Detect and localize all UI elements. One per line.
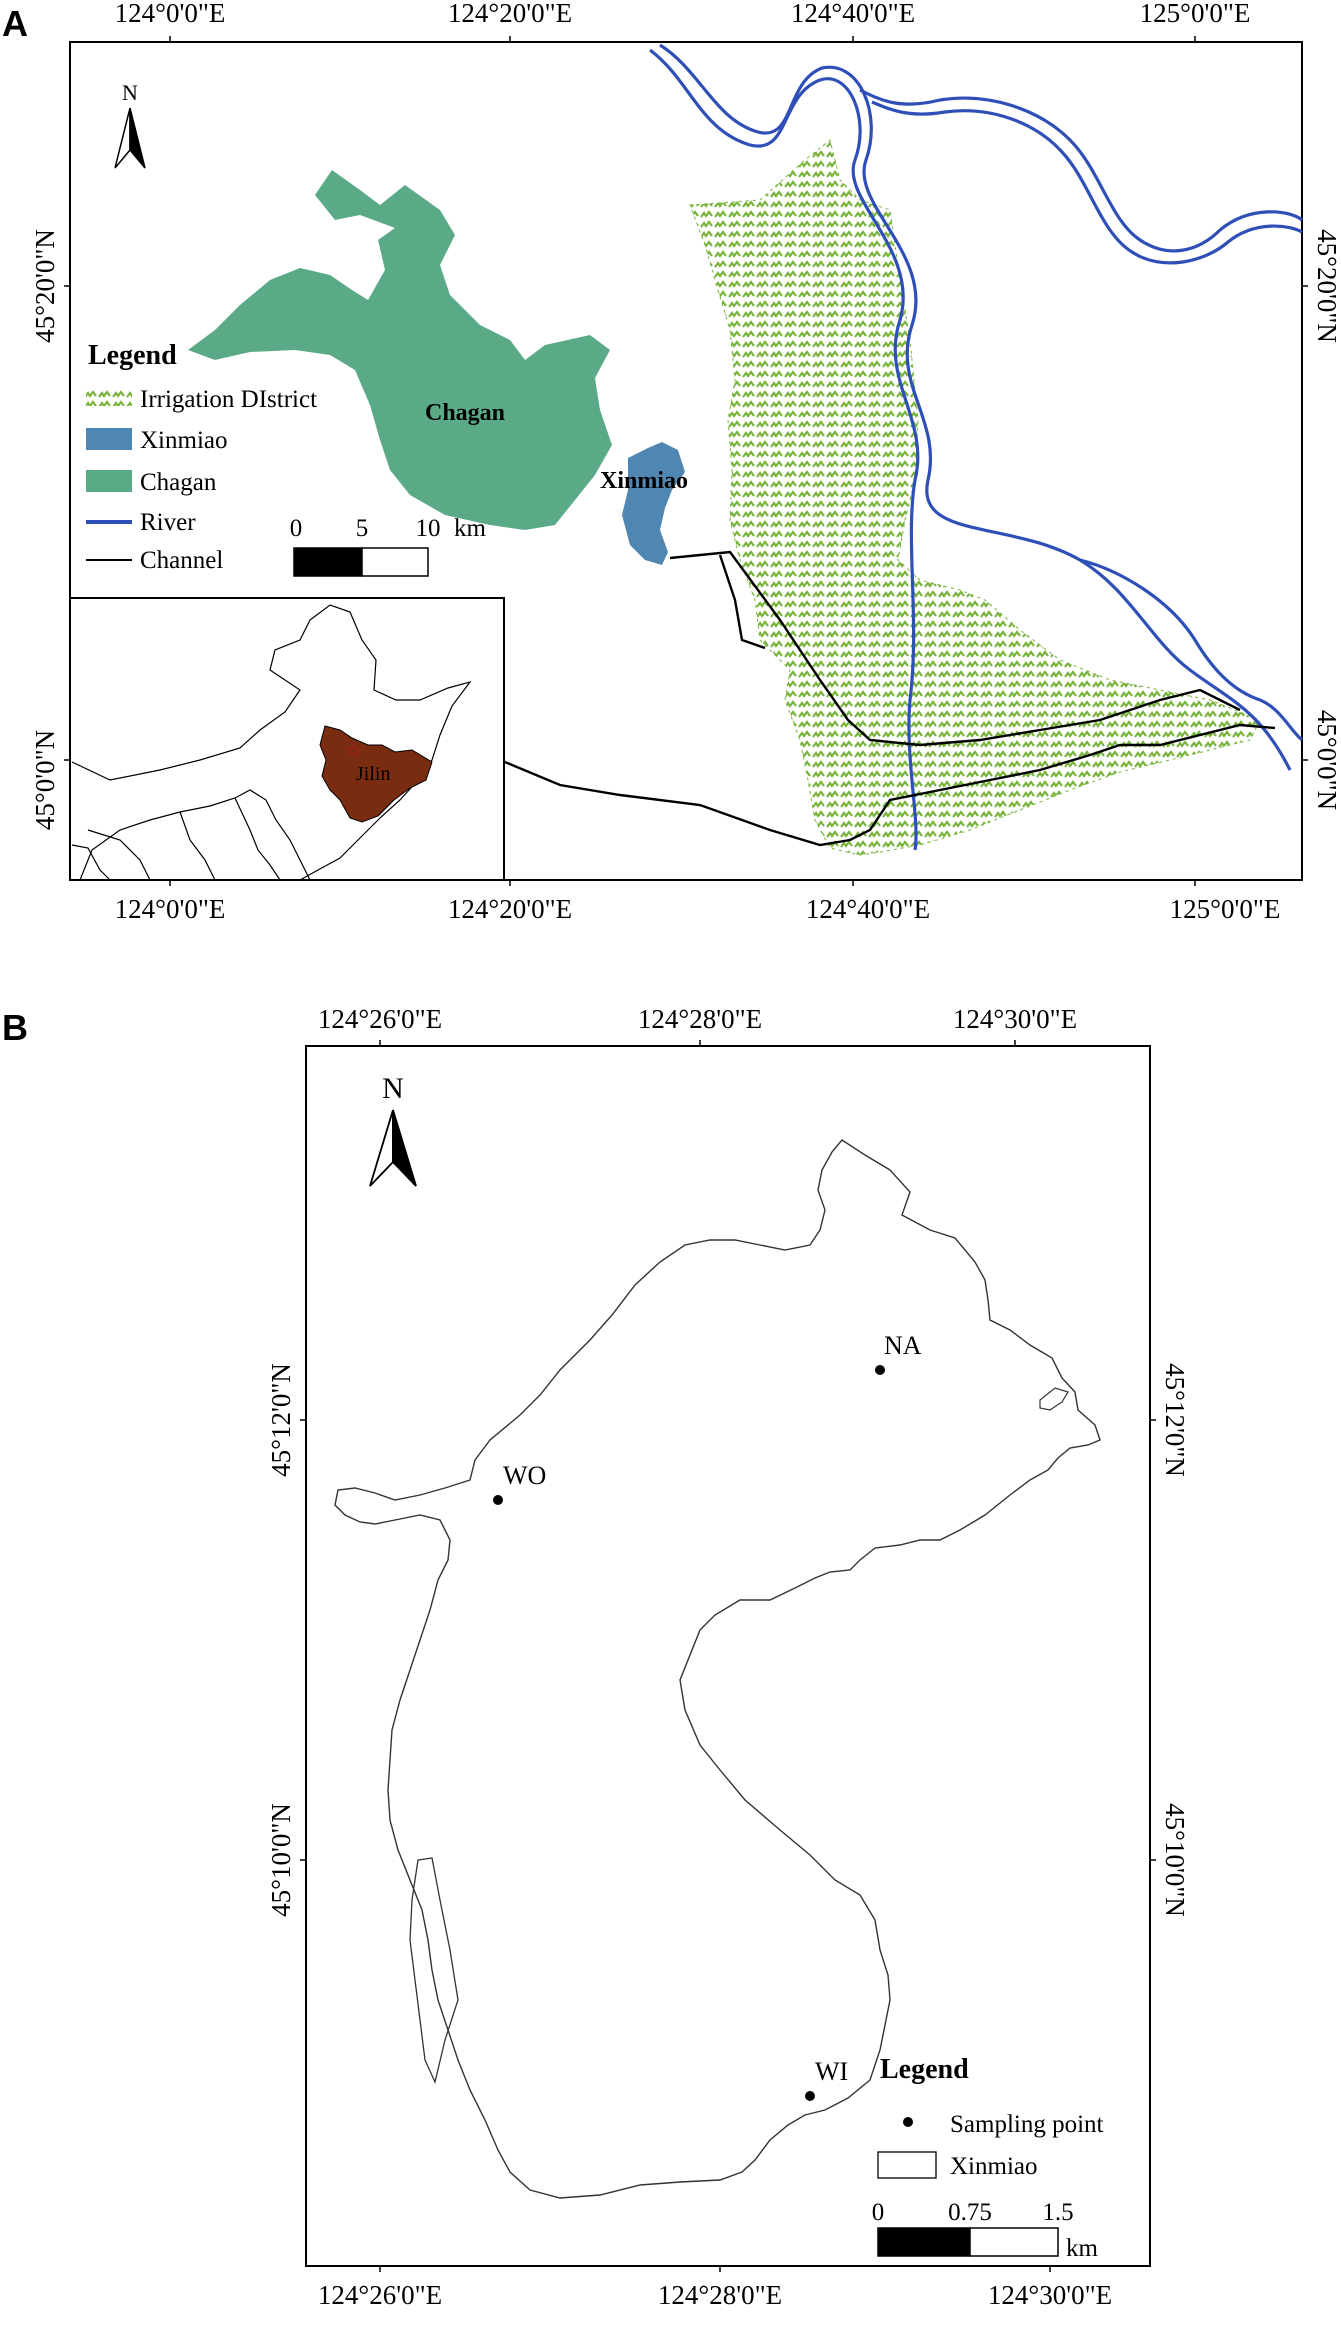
lat-tick-label: 45°0'0"N [1312, 710, 1341, 810]
scale-bar-a: 0 5 10 km [290, 515, 487, 577]
scale-tick: 10 [416, 515, 441, 542]
lon-tick-label: 124°0'0"E [115, 894, 226, 924]
river [649, 43, 1304, 851]
lat-tick-label: 45°20'0"N [30, 229, 60, 343]
lat-ticks-a: 45°20'0"N 45°0'0"N 45°20'0"N 45°0'0"N [30, 229, 1341, 830]
north-label: N [122, 80, 138, 105]
lat-tick-label: 45°20'0"N [1312, 229, 1341, 343]
legend-label: Xinmiao [140, 427, 228, 454]
inset-map: ☆ Jilin [69, 597, 505, 881]
panel-a-letter: A [2, 3, 28, 44]
point-label: WO [503, 1461, 546, 1490]
legend-item-irrigation: Irrigation DIstrict [86, 386, 317, 413]
xinmiao-islet [1039, 1387, 1069, 1411]
lat-tick-label: 45°12'0"N [266, 1363, 296, 1477]
legend-label: Channel [140, 547, 223, 574]
point-label: WI [815, 2057, 848, 2086]
lon-tick-label: 124°40'0"E [791, 0, 915, 28]
north-arrow-icon: N [114, 80, 146, 169]
lon-ticks-top-b: 124°26'0"E 124°28'0"E 124°30'0"E [318, 1004, 1077, 1046]
scale-tick: 0 [872, 2199, 885, 2226]
legend-item-sampling-point: Sampling point [903, 2111, 1104, 2138]
jilin-label: Jilin [356, 763, 390, 785]
point-label: NA [884, 1331, 922, 1360]
channel [499, 550, 1276, 847]
lon-tick-label: 124°28'0"E [638, 1004, 762, 1034]
lon-tick-label: 124°26'0"E [318, 2280, 442, 2310]
scale-tick: 5 [356, 515, 369, 542]
legend-label: Irrigation DIstrict [140, 386, 317, 413]
north-arrow-icon: N [369, 1072, 417, 1187]
xinmiao-lake [622, 442, 685, 565]
lon-tick-label: 124°30'0"E [988, 2280, 1112, 2310]
lon-tick-label: 124°30'0"E [953, 1004, 1077, 1034]
lon-tick-label: 124°28'0"E [658, 2280, 782, 2310]
legend-label: Chagan [140, 469, 217, 496]
lon-ticks-bottom-b: 124°26'0"E 124°28'0"E 124°30'0"E [318, 2266, 1112, 2310]
lat-tick-label: 45°10'0"N [266, 1803, 296, 1917]
lat-tick-label: 45°10'0"N [1160, 1803, 1190, 1917]
xinmiao-outline [334, 1139, 1101, 2199]
lon-tick-label: 125°0'0"E [1140, 0, 1251, 28]
xinmiao-label: Xinmiao [600, 468, 688, 494]
chagan-label: Chagan [425, 400, 505, 426]
star-icon: ☆ [346, 740, 362, 760]
scale-tick: 0 [290, 515, 303, 542]
legend-label: Xinmiao [950, 2153, 1038, 2180]
sampling-point-wi: WI [805, 2057, 848, 2101]
scale-tick: 1.5 [1042, 2199, 1073, 2226]
map-b-frame [305, 1045, 1151, 2267]
jilin-province [319, 725, 433, 823]
inner-shoreline [409, 1857, 459, 2084]
sampling-point-na: NA [875, 1331, 922, 1375]
legend-item-chagan: Chagan [86, 469, 217, 496]
sampling-point-wo: WO [493, 1461, 546, 1505]
legend-a-title: Legend [88, 340, 177, 371]
legend-b: Legend Sampling point Xinmiao [877, 2054, 1104, 2180]
chagan-lake [188, 170, 612, 530]
scale-tick: 0.75 [948, 2199, 992, 2226]
legend-item-xinmiao-b: Xinmiao [877, 2151, 1038, 2180]
lon-tick-label: 124°0'0"E [115, 0, 226, 28]
lat-tick-label: 45°12'0"N [1160, 1363, 1190, 1477]
panel-b: B 124°26'0"E 124°28'0"E 124°30'0"E 124°2… [2, 1004, 1190, 2310]
legend-label: Sampling point [950, 2111, 1104, 2138]
irrigation-district [689, 139, 1261, 856]
legend-b-title: Legend [880, 2054, 969, 2085]
lon-tick-label: 124°26'0"E [318, 1004, 442, 1034]
panel-a: A 124°0'0"E 124°20'0"E 124°40'0"E 125°0'… [2, 0, 1341, 924]
lon-tick-label: 124°20'0"E [448, 0, 572, 28]
lon-tick-label: 124°20'0"E [448, 894, 572, 924]
scale-bar-b: 0 0.75 1.5 km [872, 2199, 1099, 2262]
legend-item-channel: Channel [86, 547, 223, 574]
scale-unit: km [1066, 2235, 1099, 2262]
panel-b-letter: B [2, 1007, 28, 1048]
lon-tick-label: 125°0'0"E [1170, 894, 1281, 924]
lat-tick-label: 45°0'0"N [30, 730, 60, 830]
legend-label: River [140, 509, 196, 536]
legend-item-river: River [86, 509, 196, 536]
legend-item-xinmiao: Xinmiao [86, 427, 228, 454]
scale-unit: km [454, 515, 487, 542]
lat-ticks-b: 45°12'0"N 45°10'0"N 45°12'0"N 45°10'0"N [266, 1363, 1190, 1917]
legend-a: Legend Irrigation DIstrict Xinmiao Chaga… [86, 340, 317, 574]
lon-ticks-top-a: 124°0'0"E 124°20'0"E 124°40'0"E 125°0'0"… [115, 0, 1251, 42]
lon-tick-label: 124°40'0"E [806, 894, 930, 924]
lon-ticks-bottom-a: 124°0'0"E 124°20'0"E 124°40'0"E 125°0'0"… [115, 880, 1281, 924]
north-label: N [382, 1072, 404, 1105]
